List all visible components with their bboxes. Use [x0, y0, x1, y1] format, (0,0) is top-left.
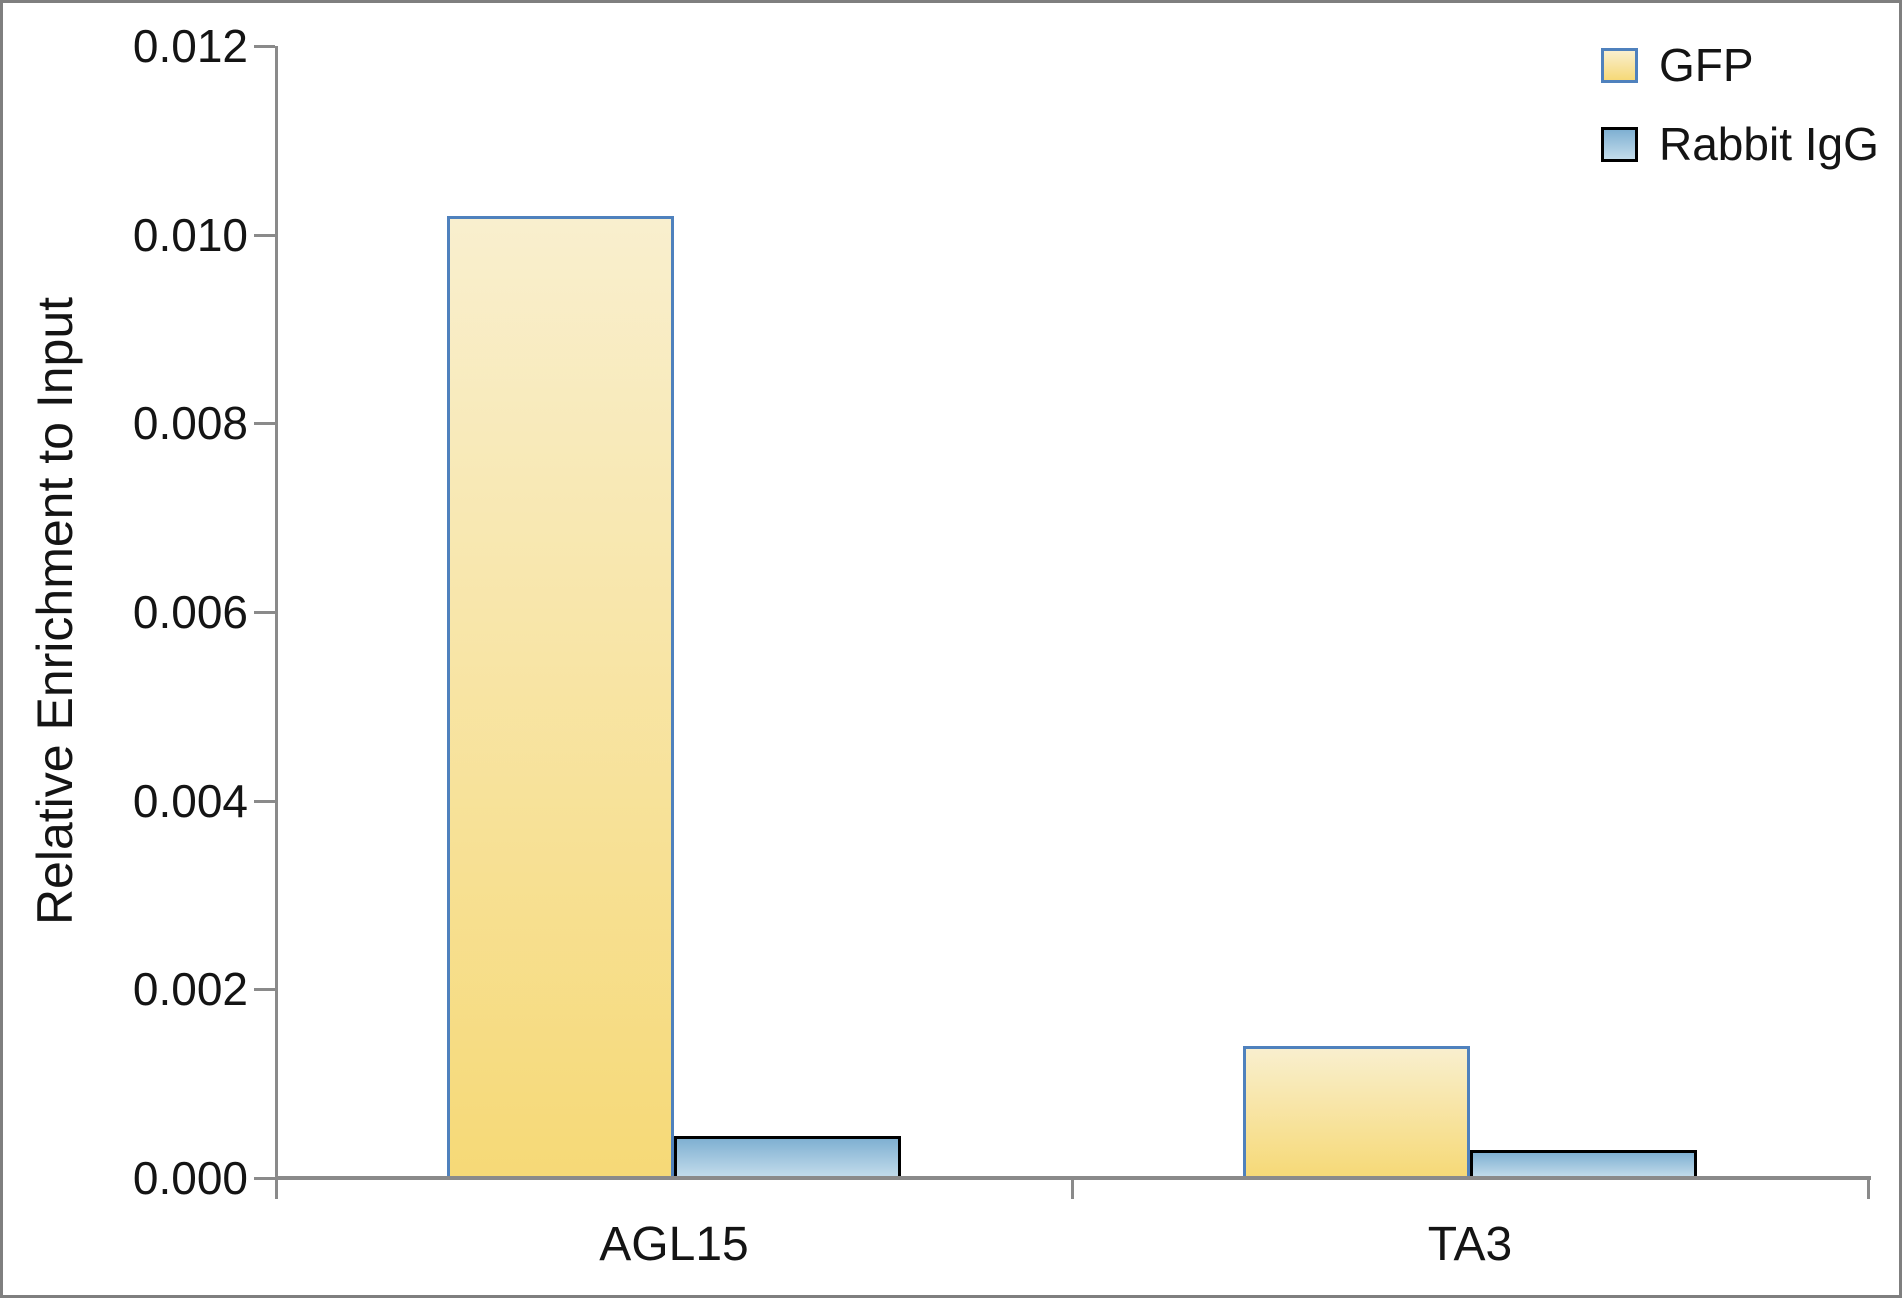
gfp-legend-swatch	[1601, 47, 1638, 83]
y-tick-mark	[254, 422, 275, 426]
y-tick-mark	[254, 1177, 275, 1180]
y-tick-label: 0.006	[132, 586, 248, 638]
x-category-label-agl15: AGL15	[599, 1218, 749, 1271]
legend-item-gfp: GFP	[1601, 39, 1754, 91]
rabbit-igg-legend-swatch	[1601, 126, 1638, 162]
y-tick-mark	[254, 233, 275, 237]
y-axis-line	[275, 46, 278, 1199]
bar-agl15-rabbit-igg	[674, 1135, 901, 1180]
y-tick-mark	[254, 611, 275, 614]
x-tick-mark	[1070, 1178, 1074, 1199]
legend-item-rabbit-igg: Rabbit IgG	[1601, 118, 1879, 170]
x-axis-line	[275, 1176, 1871, 1180]
y-tick-label: 0.010	[132, 208, 248, 261]
gfp-legend-label: GFP	[1659, 39, 1754, 91]
bar-ta3-gfp	[1243, 1045, 1470, 1180]
y-tick-label: 0.012	[132, 20, 248, 72]
rabbit-igg-legend-label: Rabbit IgG	[1659, 118, 1879, 170]
y-tick-mark	[254, 45, 275, 48]
x-category-label-ta3: TA3	[1427, 1218, 1513, 1271]
y-tick-label: 0.008	[132, 397, 248, 450]
y-tick-label: 0.004	[132, 774, 248, 827]
y-tick-mark	[254, 799, 275, 803]
y-tick-mark	[254, 988, 275, 992]
x-tick-mark	[1867, 1178, 1870, 1199]
y-tick-label: 0.002	[132, 963, 248, 1016]
bar-agl15-gfp	[447, 215, 674, 1180]
y-tick-label: 0.000	[132, 1152, 248, 1204]
